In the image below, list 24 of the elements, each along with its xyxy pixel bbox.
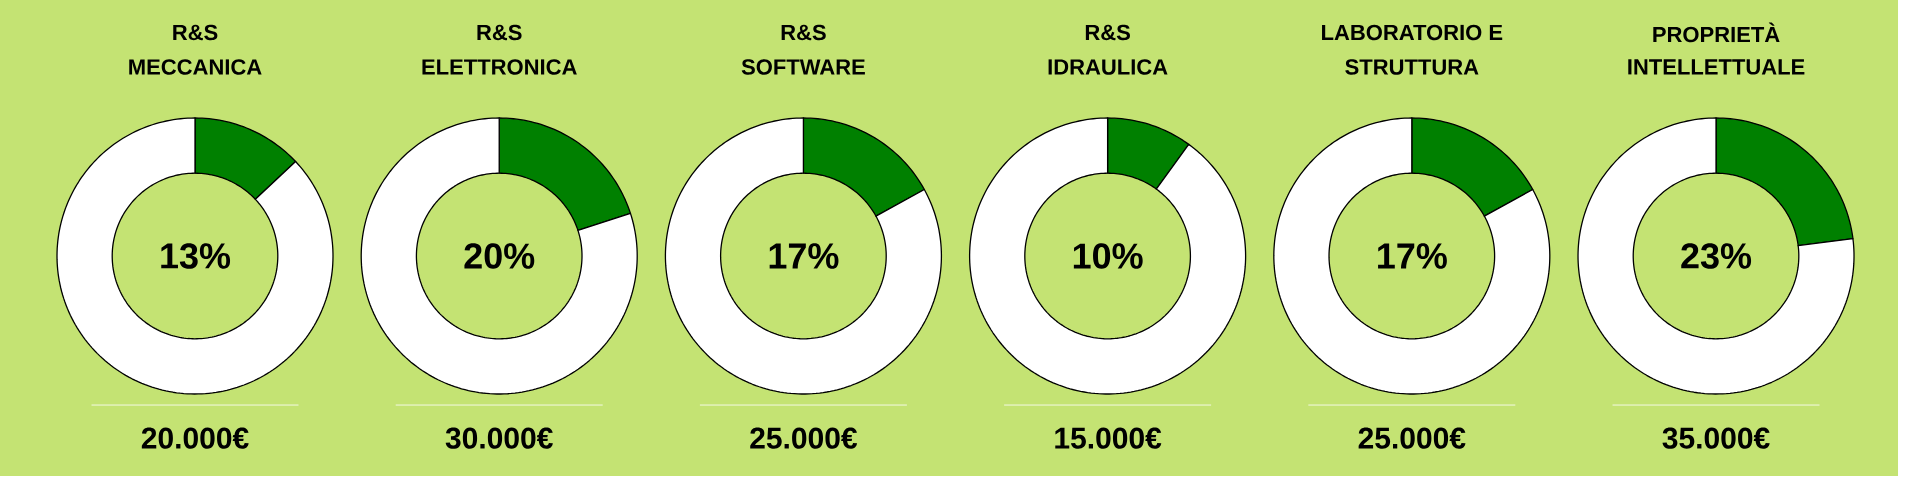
chart-title: LABORATORIO E — [1322, 24, 1503, 41]
text: 15.000€ — [1055, 427, 1162, 449]
chart-title: R&S — [781, 24, 826, 41]
text: 17% — [1378, 243, 1447, 269]
text: 20.000€ — [141, 427, 249, 449]
chart-title: R&S — [477, 24, 522, 41]
chart-title: R&S — [173, 24, 218, 41]
chart-subtitle: STRUTTURA — [1345, 59, 1479, 75]
text: 13% — [161, 243, 231, 269]
text: 23% — [1681, 243, 1752, 269]
text: 25.000€ — [750, 427, 858, 449]
chart-subtitle: ELETTRONICA — [422, 59, 577, 75]
text: 20% — [464, 243, 535, 269]
chart-subtitle: INTELLETTUALE — [1628, 59, 1805, 75]
text: 30.000€ — [445, 427, 553, 449]
text: 10% — [1073, 243, 1143, 269]
text: 25.000€ — [1358, 427, 1466, 449]
chart-subtitle: IDRAULICA — [1048, 59, 1168, 75]
chart-title: PROPRIETÀ — [1653, 22, 1780, 43]
chart-subtitle: SOFTWARE — [741, 59, 865, 75]
text: 17% — [769, 243, 839, 269]
chart-subtitle: MECCANICA — [129, 59, 262, 75]
chart-title: R&S — [1085, 24, 1130, 41]
text: 35.000€ — [1662, 427, 1770, 449]
